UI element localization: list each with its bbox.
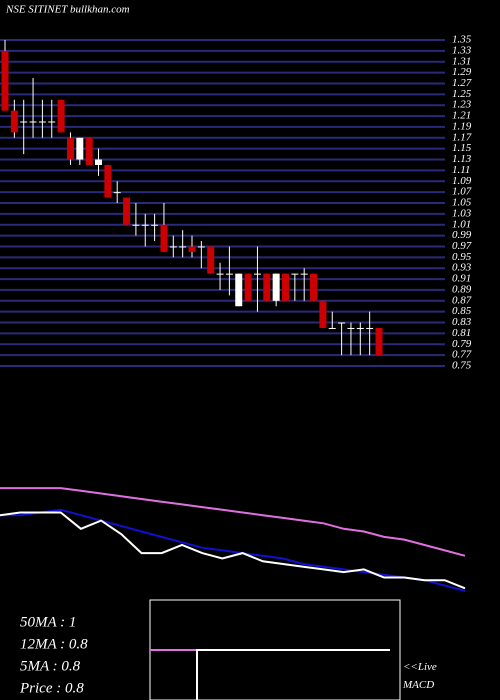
y-tick-label: 0.99	[452, 229, 472, 241]
candle-body	[141, 224, 149, 226]
candle-body	[263, 273, 271, 301]
legend-entry: 12MA : 0.8	[20, 636, 88, 652]
candle-body	[1, 50, 9, 111]
candle-body	[29, 121, 37, 123]
y-tick-label: 0.97	[452, 240, 472, 252]
candle-body	[328, 327, 336, 329]
candle-body	[310, 273, 318, 301]
candle-body	[197, 246, 205, 248]
y-tick-label: 1.09	[452, 175, 472, 187]
y-tick-label: 1.13	[452, 153, 472, 165]
candle-body	[244, 273, 252, 301]
y-tick-label: 1.27	[452, 77, 472, 89]
candle-body	[356, 327, 364, 329]
y-tick-label: 0.85	[452, 305, 472, 317]
y-tick-label: 1.01	[452, 218, 471, 230]
candle-body	[366, 327, 374, 329]
y-tick-label: 1.19	[452, 120, 472, 132]
candle-body	[272, 273, 280, 301]
candle-body	[76, 137, 84, 160]
candle-body	[347, 327, 355, 329]
y-tick-label: 0.91	[452, 273, 471, 285]
y-tick-label: 0.89	[452, 283, 472, 295]
y-tick-label: 0.83	[452, 316, 472, 328]
candle-body	[48, 121, 56, 123]
candle-body	[169, 246, 177, 248]
chart-title: NSE SITINET bullkhan.com	[5, 4, 130, 16]
candle-body	[291, 273, 299, 275]
candle-body	[151, 224, 159, 226]
macd-label: <<Live MACD	[402, 661, 437, 691]
y-tick-label: 1.23	[452, 99, 472, 111]
y-tick-label: 1.31	[452, 55, 471, 67]
candle-body	[85, 137, 93, 165]
y-tick-label: 0.95	[452, 251, 472, 263]
candle-body	[179, 246, 187, 248]
y-tick-label: 0.79	[452, 338, 472, 350]
candle-body	[132, 224, 140, 226]
ma-line	[0, 511, 466, 590]
y-tick-label: 1.35	[452, 34, 472, 46]
y-tick-label: 0.75	[452, 360, 472, 372]
y-tick-label: 1.29	[452, 66, 472, 78]
candle-body	[207, 246, 215, 274]
y-tick-label: 1.11	[452, 164, 470, 176]
y-tick-label: 0.81	[452, 327, 471, 339]
candle-body	[188, 246, 196, 252]
candle-body	[216, 273, 224, 275]
candle-body	[160, 224, 168, 252]
candle-body	[300, 273, 308, 275]
candle-body	[282, 273, 289, 301]
candle-body	[57, 99, 65, 133]
y-tick-label: 1.05	[452, 197, 472, 209]
y-tick-label: 0.87	[452, 294, 472, 306]
ma-line	[0, 487, 466, 557]
candle-body	[235, 273, 243, 307]
candle-body	[95, 159, 102, 165]
candle-body	[319, 300, 327, 328]
ma-line	[0, 508, 466, 592]
candle-body	[20, 121, 28, 123]
y-tick-label: 1.21	[452, 110, 471, 122]
candle-body	[38, 121, 46, 123]
candle-body	[10, 110, 18, 133]
legend-entry: 5MA : 0.8	[20, 658, 81, 674]
y-tick-label: 0.77	[452, 349, 472, 361]
y-tick-label: 1.07	[452, 186, 472, 198]
y-tick-label: 0.93	[452, 262, 472, 274]
legend-entry: 50MA : 1	[20, 614, 76, 630]
candle-body	[338, 322, 346, 324]
candle-body	[104, 164, 112, 198]
candle-body	[123, 197, 131, 225]
price-label: Price : 0.8	[19, 680, 84, 696]
y-tick-label: 1.17	[452, 131, 472, 143]
macd-line	[196, 649, 390, 700]
y-tick-label: 1.25	[452, 88, 472, 100]
y-tick-label: 1.03	[452, 207, 472, 219]
y-tick-label: 1.33	[452, 44, 472, 56]
candle-body	[375, 327, 383, 356]
candle-body	[253, 273, 261, 275]
y-tick-label: 1.15	[452, 142, 472, 154]
candle-body	[66, 137, 74, 160]
candle-body	[113, 192, 121, 194]
candle-body	[225, 273, 233, 275]
